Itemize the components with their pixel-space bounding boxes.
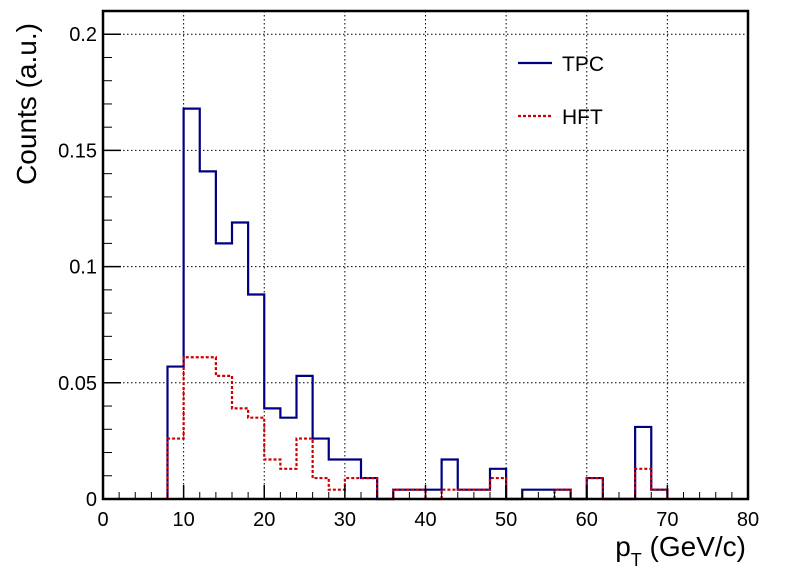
legend-label-tpc: TPC bbox=[562, 53, 604, 76]
legend: TPC HFT bbox=[518, 53, 604, 129]
x-axis-title-main: p bbox=[615, 531, 631, 562]
x-axis-title: pT (GeV/c) bbox=[615, 531, 746, 570]
x-tick-label: 70 bbox=[656, 509, 678, 531]
x-tick-label: 50 bbox=[495, 509, 517, 531]
y-tick-label: 0.2 bbox=[69, 24, 97, 46]
y-tick-label: 0.1 bbox=[69, 257, 97, 279]
x-tick-label: 30 bbox=[334, 509, 356, 531]
x-axis-title-subscript: T bbox=[631, 550, 642, 570]
series-group bbox=[166, 107, 669, 501]
legend-label-hft: HFT bbox=[562, 106, 603, 129]
x-tick-labels: 0 10 20 30 40 50 60 70 80 bbox=[97, 509, 759, 531]
x-tick-label: 10 bbox=[173, 509, 195, 531]
y-tick-label: 0 bbox=[86, 489, 97, 511]
axis-ticks bbox=[102, 33, 749, 500]
grid-lines bbox=[103, 11, 748, 499]
y-tick-label: 0.05 bbox=[58, 373, 97, 395]
y-tick-label: 0.15 bbox=[58, 140, 97, 162]
x-tick-label: 40 bbox=[414, 509, 436, 531]
x-tick-label: 60 bbox=[576, 509, 598, 531]
y-tick-labels: 0 0.05 0.1 0.15 0.2 bbox=[58, 24, 97, 511]
series-tpc-histogram bbox=[166, 107, 669, 501]
series-hft-histogram bbox=[166, 356, 669, 501]
x-tick-label: 20 bbox=[253, 509, 275, 531]
x-tick-label: 0 bbox=[97, 509, 108, 531]
x-tick-label: 80 bbox=[737, 509, 759, 531]
x-axis-title-unit: (GeV/c) bbox=[642, 531, 746, 562]
y-axis-title: Counts (a.u.) bbox=[11, 23, 42, 185]
